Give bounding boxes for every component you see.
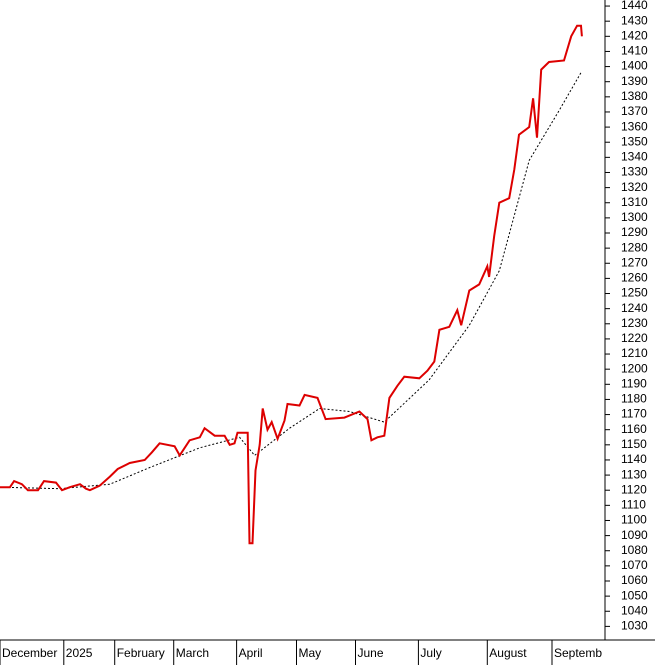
y-tick-label: 1120 bbox=[621, 482, 647, 496]
y-tick-label: 1170 bbox=[621, 407, 647, 421]
y-tick-label: 1430 bbox=[621, 13, 648, 27]
y-tick-label: 1150 bbox=[621, 437, 647, 451]
y-tick-label: 1290 bbox=[621, 225, 648, 239]
y-tick-label: 1050 bbox=[621, 588, 648, 602]
y-tick-label: 1330 bbox=[621, 165, 648, 179]
y-tick-label: 1360 bbox=[621, 119, 648, 133]
x-tick-label: December bbox=[2, 646, 57, 660]
y-tick-label: 1040 bbox=[621, 603, 648, 617]
x-tick-label: July bbox=[420, 646, 441, 660]
y-tick-label: 1110 bbox=[621, 498, 646, 512]
y-tick-label: 1220 bbox=[621, 331, 648, 345]
y-tick-label: 1350 bbox=[621, 134, 648, 148]
y-tick-label: 1140 bbox=[621, 452, 647, 466]
x-tick-label: Septemb bbox=[554, 646, 602, 660]
y-tick-label: 1030 bbox=[621, 619, 648, 633]
y-tick-label: 1250 bbox=[621, 286, 648, 300]
y-tick-label: 1190 bbox=[621, 376, 647, 390]
x-tick-label: March bbox=[176, 646, 209, 660]
y-tick-label: 1390 bbox=[621, 74, 648, 88]
y-tick-label: 1440 bbox=[621, 0, 648, 12]
y-tick-label: 1060 bbox=[621, 573, 648, 587]
y-tick-label: 1340 bbox=[621, 150, 648, 164]
y-tick-label: 1080 bbox=[621, 543, 648, 557]
y-tick-label: 1180 bbox=[621, 392, 647, 406]
y-tick-label: 1070 bbox=[621, 558, 648, 572]
y-tick-label: 1280 bbox=[621, 240, 648, 254]
y-tick-label: 1300 bbox=[621, 210, 648, 224]
x-tick-label: May bbox=[299, 646, 322, 660]
y-tick-label: 1320 bbox=[621, 180, 648, 194]
y-tick-label: 1090 bbox=[621, 528, 648, 542]
x-tick-label: June bbox=[358, 646, 384, 660]
y-tick-label: 1130 bbox=[621, 467, 647, 481]
x-tick-label: August bbox=[489, 646, 527, 660]
y-tick-label: 1270 bbox=[621, 255, 648, 269]
y-tick-label: 1230 bbox=[621, 316, 648, 330]
series-line bbox=[0, 24, 583, 545]
y-tick-label: 1100 bbox=[621, 513, 647, 527]
y-tick-label: 1370 bbox=[621, 104, 648, 118]
y-tick-label: 1160 bbox=[621, 422, 647, 436]
y-tick-label: 1240 bbox=[621, 301, 648, 315]
x-tick-label: 2025 bbox=[66, 646, 93, 660]
y-tick-label: 1410 bbox=[621, 44, 648, 58]
x-tick-label: February bbox=[117, 646, 165, 660]
y-tick-label: 1380 bbox=[621, 89, 648, 103]
series-line bbox=[0, 72, 582, 490]
y-tick-label: 1210 bbox=[621, 346, 648, 360]
y-tick-label: 1420 bbox=[621, 28, 648, 42]
y-tick-label: 1400 bbox=[621, 59, 648, 73]
y-tick-label: 1260 bbox=[621, 271, 648, 285]
x-tick-label: April bbox=[239, 646, 263, 660]
y-tick-label: 1310 bbox=[621, 195, 648, 209]
y-tick-label: 1200 bbox=[621, 361, 648, 375]
